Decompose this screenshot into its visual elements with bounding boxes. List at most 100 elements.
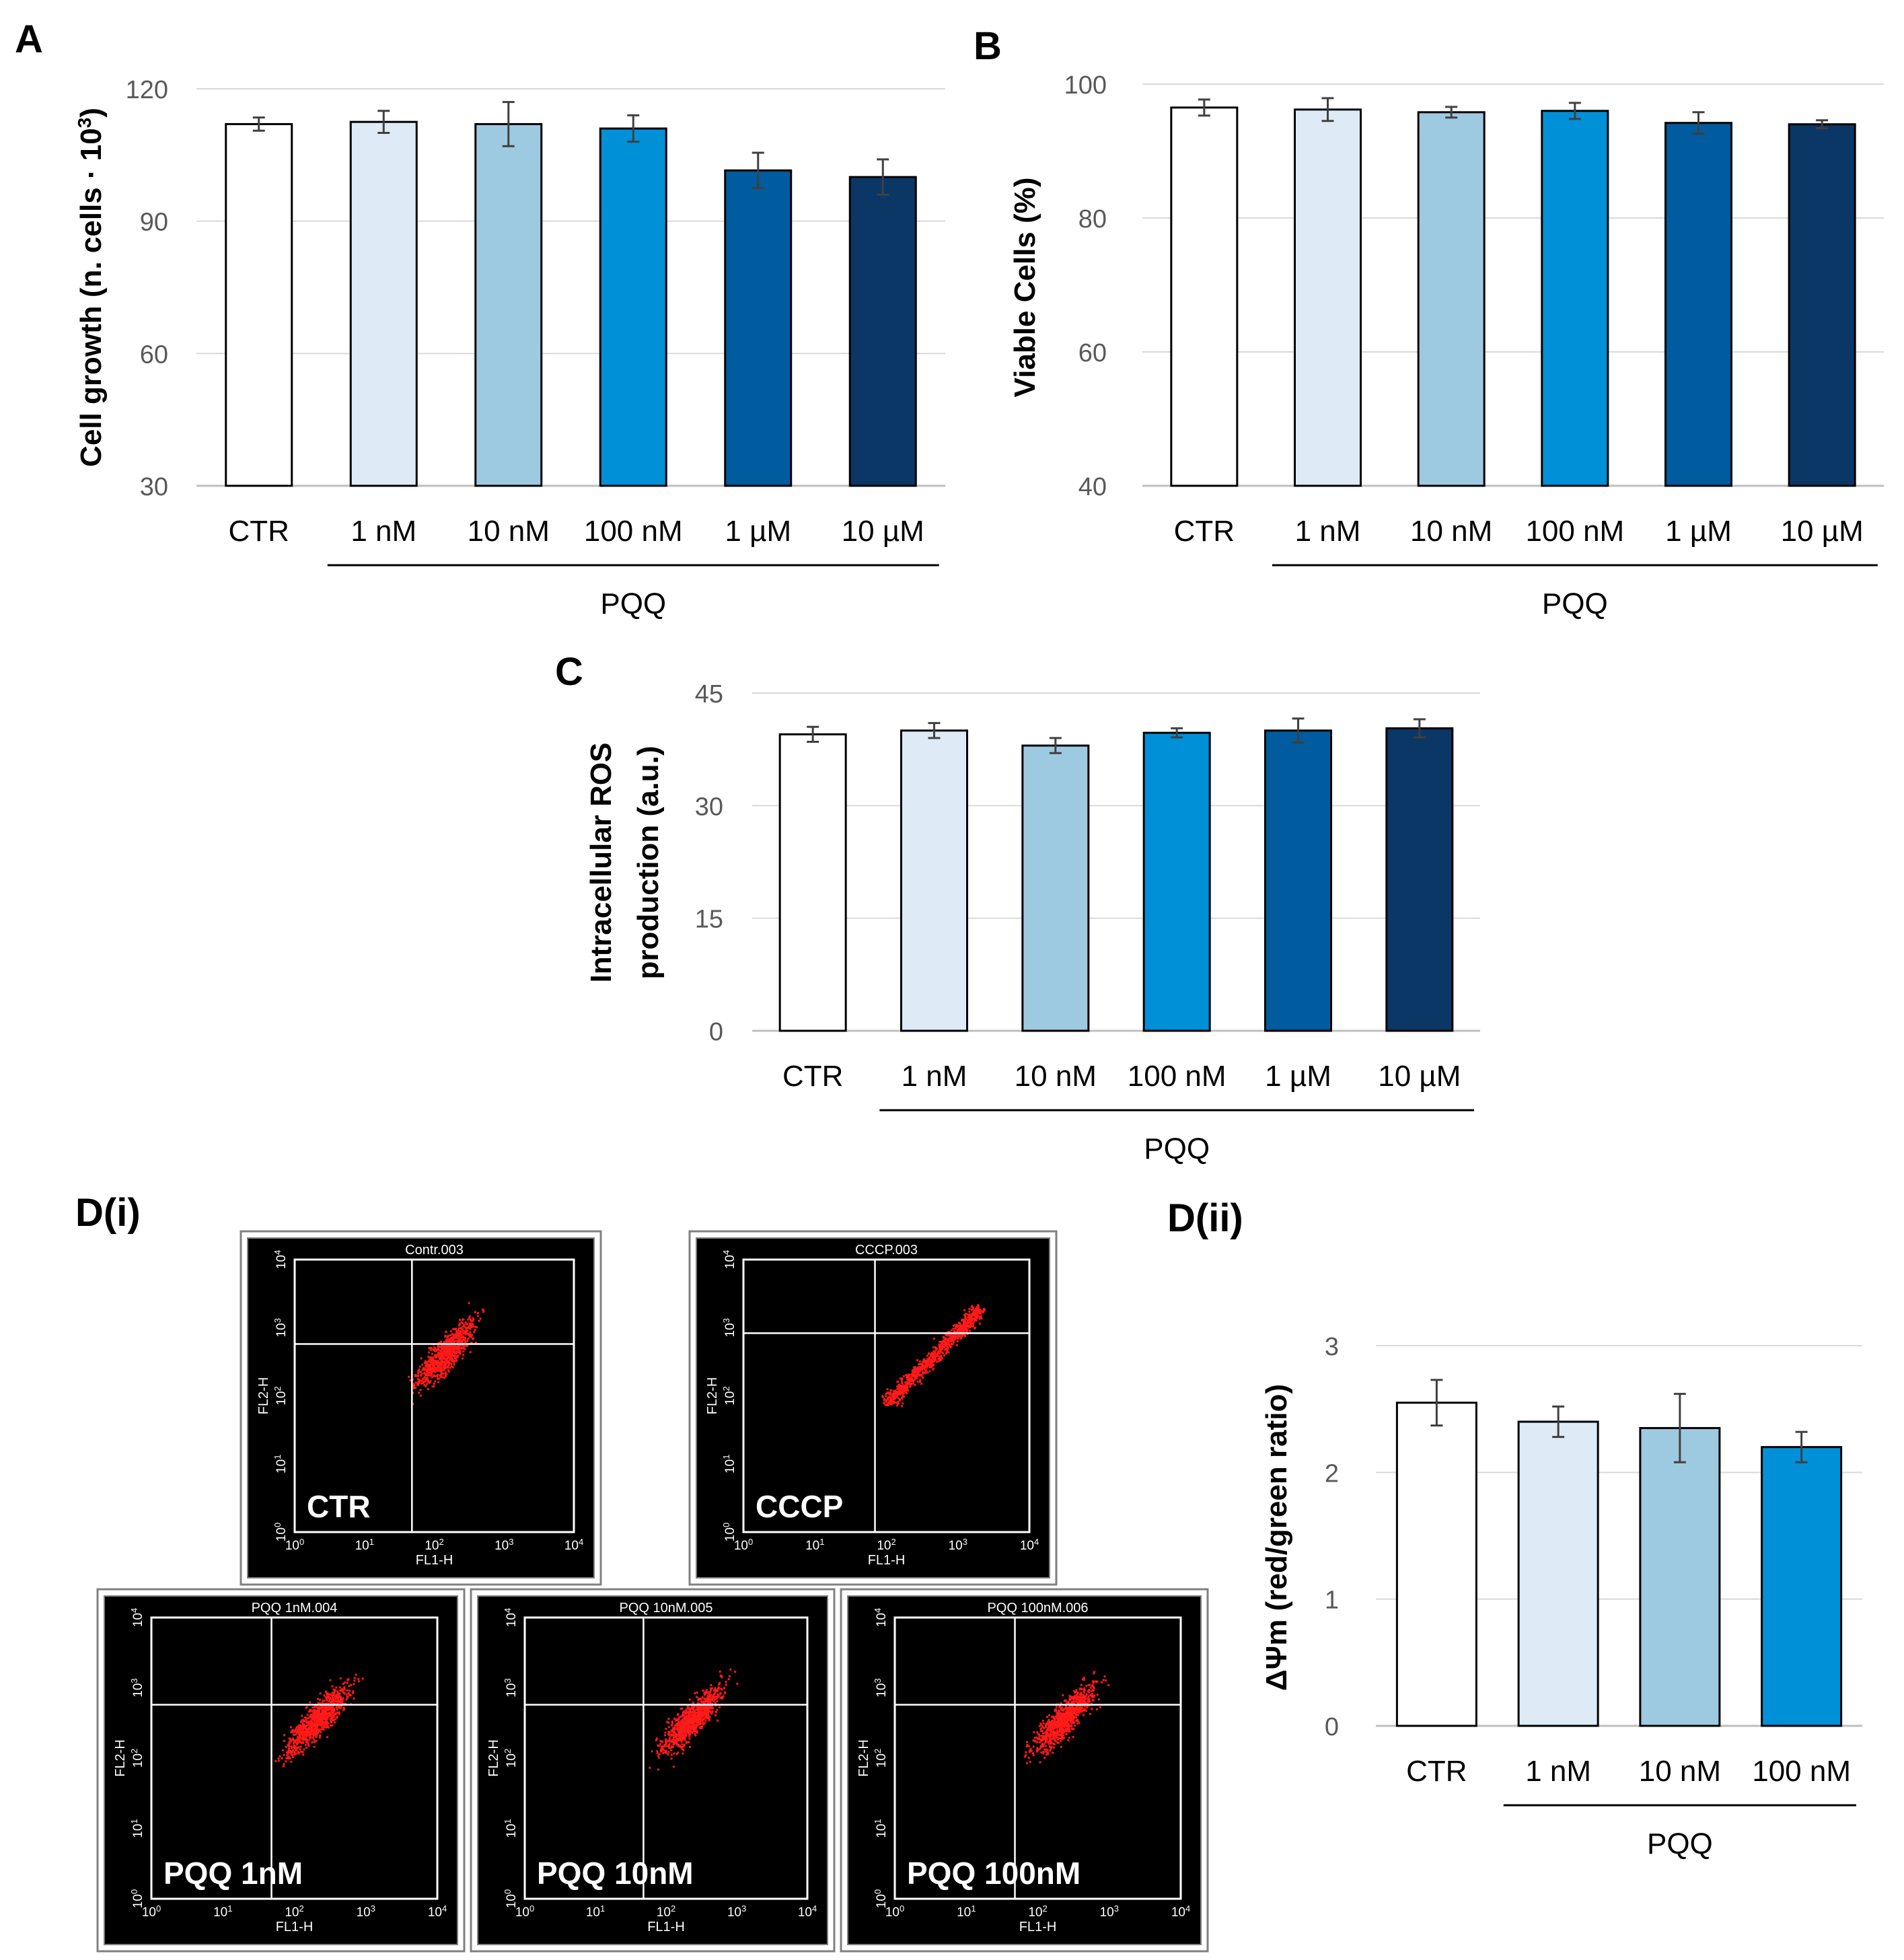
data-point	[975, 1319, 978, 1322]
data-point	[455, 1336, 457, 1339]
data-point	[957, 1330, 959, 1333]
data-point	[1050, 1735, 1052, 1738]
data-point	[299, 1740, 302, 1743]
group-label: PQQ	[1542, 587, 1608, 620]
data-point	[1068, 1719, 1070, 1722]
data-point	[681, 1715, 684, 1718]
data-point	[449, 1330, 452, 1333]
data-point	[334, 1712, 337, 1715]
y-tick-label: 103	[503, 1678, 519, 1697]
data-point	[308, 1736, 311, 1739]
data-point	[950, 1334, 953, 1336]
data-point	[290, 1751, 293, 1754]
data-point	[718, 1683, 721, 1686]
data-point	[427, 1379, 429, 1382]
data-point	[297, 1739, 299, 1741]
y-tick-exponent: 0	[873, 1889, 883, 1894]
data-point	[889, 1391, 892, 1394]
data-point	[468, 1315, 471, 1318]
data-point	[333, 1708, 336, 1711]
data-point	[320, 1719, 323, 1722]
data-point	[897, 1392, 900, 1395]
data-point	[1025, 1741, 1028, 1743]
data-point	[706, 1717, 708, 1720]
data-point	[306, 1714, 309, 1716]
data-point	[665, 1751, 667, 1754]
data-point	[305, 1725, 307, 1727]
data-point	[313, 1719, 316, 1722]
data-point	[889, 1393, 891, 1395]
data-point	[434, 1347, 437, 1350]
data-point	[964, 1321, 967, 1323]
data-point	[463, 1323, 466, 1326]
data-point	[897, 1402, 900, 1405]
data-point	[932, 1352, 935, 1355]
data-point	[692, 1710, 695, 1713]
data-point	[978, 1317, 981, 1320]
data-point	[450, 1363, 453, 1365]
data-point	[915, 1375, 918, 1378]
data-point	[1064, 1712, 1067, 1715]
data-point	[298, 1733, 301, 1735]
data-point	[710, 1694, 712, 1696]
data-point	[947, 1343, 950, 1346]
data-point	[320, 1725, 322, 1727]
data-point	[471, 1323, 474, 1326]
data-point	[429, 1365, 432, 1368]
data-point	[689, 1716, 692, 1719]
flow-plot: PQQ 10nM.0051001001011011021021031031041…	[470, 1588, 836, 1953]
data-point	[305, 1733, 308, 1735]
data-point	[969, 1330, 972, 1332]
data-point	[694, 1730, 697, 1733]
data-point	[902, 1393, 904, 1396]
data-point	[704, 1714, 706, 1716]
data-point	[688, 1735, 691, 1738]
data-point	[1065, 1705, 1068, 1708]
category-label: 1 nM	[351, 515, 416, 548]
data-point	[1048, 1720, 1051, 1723]
data-point	[430, 1360, 433, 1363]
x-tick-exponent: 1	[971, 1903, 976, 1914]
category-label: 100 nM	[584, 515, 683, 548]
data-point	[440, 1344, 443, 1346]
data-point	[289, 1726, 292, 1729]
data-point	[710, 1687, 713, 1690]
data-point	[309, 1731, 312, 1733]
data-point	[906, 1375, 909, 1378]
data-point	[1053, 1731, 1056, 1734]
data-point	[897, 1391, 900, 1393]
data-point	[468, 1322, 471, 1325]
data-point	[706, 1714, 709, 1717]
data-point	[715, 1698, 717, 1700]
data-point	[1085, 1698, 1087, 1700]
data-point	[1092, 1685, 1095, 1688]
y-axis-label-superscript: 3	[74, 118, 95, 129]
data-point	[1087, 1699, 1090, 1702]
data-point	[712, 1694, 715, 1696]
data-point	[1064, 1725, 1066, 1727]
data-point	[332, 1696, 334, 1699]
data-point	[307, 1741, 309, 1744]
data-point	[933, 1352, 936, 1355]
data-point	[470, 1318, 472, 1321]
data-point	[672, 1727, 675, 1729]
data-point	[436, 1367, 439, 1370]
data-point	[1072, 1721, 1074, 1724]
data-point	[330, 1694, 333, 1697]
data-point	[321, 1715, 324, 1718]
bar	[1517, 1420, 1599, 1727]
data-point	[898, 1383, 900, 1386]
y-tick-exponent: 1	[129, 1819, 139, 1823]
data-point	[927, 1359, 930, 1362]
data-point	[460, 1330, 463, 1333]
data-point	[440, 1357, 443, 1360]
data-point	[707, 1698, 710, 1700]
data-point	[1074, 1695, 1076, 1698]
data-point	[932, 1346, 935, 1349]
data-point	[295, 1728, 297, 1731]
data-point	[449, 1354, 452, 1357]
data-point	[441, 1355, 443, 1358]
y-tick-exponent: 4	[503, 1608, 513, 1613]
data-point	[319, 1714, 322, 1717]
data-point	[1062, 1717, 1064, 1720]
